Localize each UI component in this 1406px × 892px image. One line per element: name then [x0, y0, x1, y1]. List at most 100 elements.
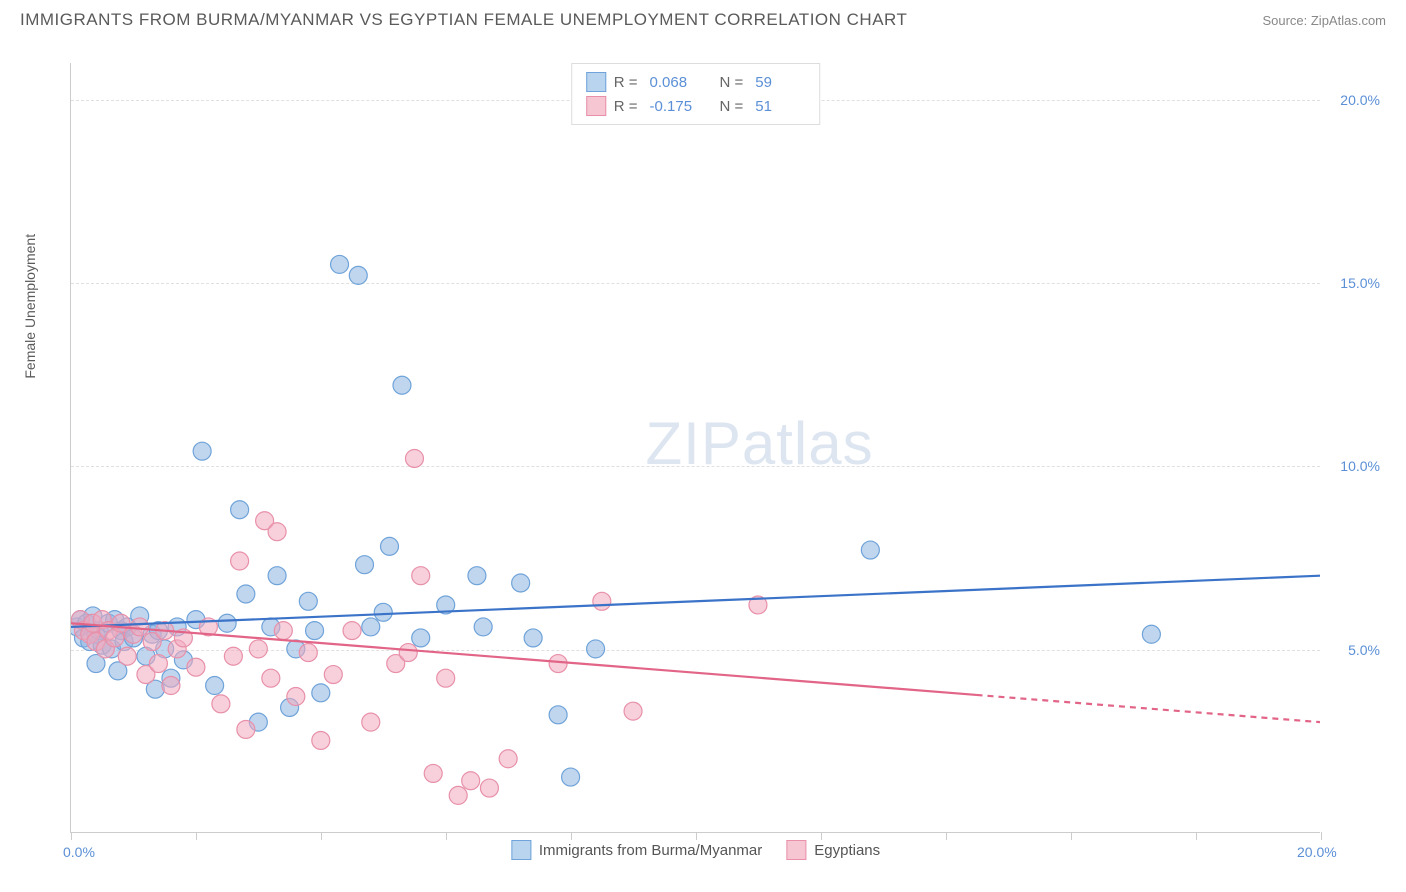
data-point [424, 764, 442, 782]
data-point [193, 442, 211, 460]
data-point [587, 640, 605, 658]
data-point [362, 618, 380, 636]
data-point [262, 669, 280, 687]
data-point [1142, 625, 1160, 643]
data-point [237, 720, 255, 738]
data-point [356, 556, 374, 574]
data-point [624, 702, 642, 720]
data-point [362, 713, 380, 731]
data-point [549, 706, 567, 724]
data-point [212, 695, 230, 713]
y-axis-title: Female Unemployment [22, 234, 38, 379]
data-point [549, 655, 567, 673]
legend-label: Egyptians [814, 842, 880, 859]
plot-area: R =0.068N =59R =-0.175N =51 ZIPatlas Imm… [70, 63, 1320, 833]
data-point [218, 614, 236, 632]
data-point [399, 644, 417, 662]
legend-swatch [586, 72, 606, 92]
legend-n-label: N = [720, 98, 744, 115]
data-point [299, 592, 317, 610]
data-point [268, 567, 286, 585]
legend-label: Immigrants from Burma/Myanmar [539, 842, 762, 859]
legend-swatch [511, 840, 531, 860]
legend-n-value: 51 [755, 98, 805, 115]
x-tick [1071, 832, 1072, 840]
data-point [524, 629, 542, 647]
x-tick [321, 832, 322, 840]
legend-row: R = 0.068 N = 59 [586, 70, 806, 94]
x-tick [696, 832, 697, 840]
data-point [274, 622, 292, 640]
data-point [449, 786, 467, 804]
legend-r-label: R = [614, 74, 638, 91]
data-point [187, 658, 205, 676]
data-point [499, 750, 517, 768]
legend-item: Egyptians [786, 840, 880, 860]
scatter-plot-svg [71, 63, 1320, 832]
data-point [312, 684, 330, 702]
x-tick [1321, 832, 1322, 840]
data-point [480, 779, 498, 797]
y-tick-label: 5.0% [1348, 642, 1380, 658]
data-point [149, 655, 167, 673]
data-point [118, 647, 136, 665]
legend-swatch [586, 96, 606, 116]
data-point [299, 644, 317, 662]
data-point [562, 768, 580, 786]
x-tick-label: 20.0% [1297, 844, 1337, 860]
data-point [131, 618, 149, 636]
data-point [306, 622, 324, 640]
x-tick [446, 832, 447, 840]
data-point [381, 537, 399, 555]
data-point [343, 622, 361, 640]
data-point [374, 603, 392, 621]
legend-r-label: R = [614, 98, 638, 115]
legend-row: R = -0.175 N = 51 [586, 94, 806, 118]
data-point [393, 376, 411, 394]
data-point [231, 552, 249, 570]
chart-container: Female Unemployment R = 0.068 N = 59 R = -0.1… [20, 38, 1386, 848]
x-tick [196, 832, 197, 840]
data-point [206, 677, 224, 695]
data-point [224, 647, 242, 665]
legend-r-value: -0.175 [650, 98, 700, 115]
data-point [331, 255, 349, 273]
x-tick [821, 832, 822, 840]
data-point [162, 677, 180, 695]
data-point [405, 449, 423, 467]
data-point [268, 523, 286, 541]
data-point [324, 666, 342, 684]
legend-swatch [786, 840, 806, 860]
data-point [861, 541, 879, 559]
data-point [437, 669, 455, 687]
data-point [462, 772, 480, 790]
legend-item: Immigrants from Burma/Myanmar [511, 840, 762, 860]
data-point [237, 585, 255, 603]
x-tick [71, 832, 72, 840]
y-tick-label: 15.0% [1340, 275, 1380, 291]
legend-r-value: 0.068 [650, 74, 700, 91]
data-point [468, 567, 486, 585]
data-point [287, 688, 305, 706]
y-tick-label: 10.0% [1340, 458, 1380, 474]
x-tick-label: 0.0% [63, 844, 95, 860]
x-tick [946, 832, 947, 840]
x-tick [1196, 832, 1197, 840]
trend-line-extrapolated [977, 695, 1320, 722]
legend-n-value: 59 [755, 74, 805, 91]
x-tick [571, 832, 572, 840]
data-point [349, 266, 367, 284]
data-point [312, 731, 330, 749]
legend-n-label: N = [720, 74, 744, 91]
correlation-legend: R = 0.068 N = 59 R = -0.175 N = 51 [571, 63, 821, 125]
series-legend: Immigrants from Burma/Myanmar Egyptians [511, 840, 880, 860]
data-point [412, 629, 430, 647]
data-point [474, 618, 492, 636]
trend-line [71, 576, 1320, 627]
source-attribution: Source: ZipAtlas.com [1262, 13, 1386, 28]
data-point [593, 592, 611, 610]
data-point [512, 574, 530, 592]
data-point [249, 640, 267, 658]
data-point [412, 567, 430, 585]
chart-title: IMMIGRANTS FROM BURMA/MYANMAR VS EGYPTIA… [20, 10, 907, 30]
